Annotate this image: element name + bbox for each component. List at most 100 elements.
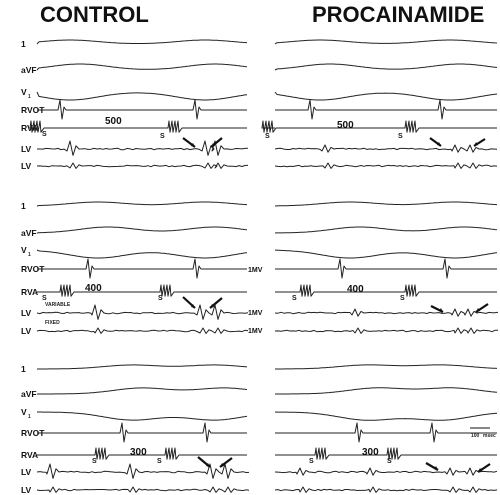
trace-rvot bbox=[37, 99, 247, 120]
stimulus-label-6: S bbox=[292, 295, 297, 302]
trace-lv-1 bbox=[274, 467, 498, 476]
cycle-length-500-control: 500 bbox=[105, 116, 122, 127]
lead-label-v1-subscript: 1 bbox=[28, 252, 31, 258]
trace-lv-1 bbox=[274, 144, 498, 153]
trace-v1 bbox=[36, 249, 248, 259]
lead-label-rvot: RVOT bbox=[21, 264, 45, 274]
trace-avf bbox=[275, 387, 498, 395]
lead-label-avf: aVF bbox=[21, 65, 37, 75]
trace-lv-2 bbox=[274, 486, 498, 493]
note-fixed: FIXED bbox=[45, 320, 60, 326]
trace-lead-i bbox=[274, 39, 498, 45]
trace-rvot bbox=[275, 422, 497, 443]
lead-label-avf: aVF bbox=[21, 389, 37, 399]
trace-lv-1 bbox=[36, 304, 249, 320]
trace-rva bbox=[275, 284, 497, 297]
stimulus-label-3: S bbox=[398, 133, 403, 140]
trace-lead-i bbox=[36, 201, 248, 207]
stimulus-label-4: S bbox=[42, 295, 47, 302]
trace-v1 bbox=[274, 249, 498, 259]
lead-label-lv1: LV bbox=[21, 467, 32, 477]
trace-lv-2 bbox=[36, 486, 250, 493]
lead-label-i: 1 bbox=[21, 364, 26, 374]
stimulus-label-10: S bbox=[309, 458, 314, 465]
activation-arrowhead-8 bbox=[206, 463, 210, 467]
cycle-length-400-control: 400 bbox=[85, 283, 102, 294]
lead-label-lv2: LV bbox=[21, 161, 32, 171]
lead-label-rvot: RVOT bbox=[21, 428, 45, 438]
stimulus-label-2: S bbox=[265, 133, 270, 140]
trace-lv-2 bbox=[36, 162, 249, 169]
cycle-length-500-procainamide: 500 bbox=[337, 120, 354, 131]
activation-arrowhead-7 bbox=[476, 308, 480, 312]
scale-bar-value: 100 bbox=[471, 433, 480, 439]
trace-rva bbox=[275, 447, 497, 460]
trace-lv-1 bbox=[36, 463, 250, 479]
trace-avf bbox=[37, 387, 248, 395]
trace-rvot bbox=[37, 258, 247, 279]
trace-rva bbox=[37, 447, 247, 460]
trace-avf bbox=[36, 226, 248, 234]
lead-label-i: 1 bbox=[21, 39, 26, 49]
lead-label-v1-subscript: 1 bbox=[28, 414, 31, 420]
activation-arrowhead-6 bbox=[439, 308, 443, 312]
trace-lv-1 bbox=[37, 140, 249, 156]
title-control: CONTROL bbox=[40, 2, 149, 27]
lead-label-v1: V bbox=[21, 87, 27, 97]
lead-label-avf: aVF bbox=[21, 228, 37, 238]
activation-arrowhead-10 bbox=[434, 466, 438, 470]
trace-v1 bbox=[37, 411, 248, 421]
lead-label-rva: RVA bbox=[21, 287, 38, 297]
lead-label-v1: V bbox=[21, 245, 27, 255]
scale-bar-unit: msec bbox=[483, 433, 496, 439]
activation-arrowhead-5 bbox=[210, 304, 214, 308]
cycle-length-300-control: 300 bbox=[130, 447, 147, 458]
lead-label-rva: RVA bbox=[21, 450, 38, 460]
trace-rvot bbox=[275, 258, 497, 279]
stimulus-label-0: S bbox=[42, 131, 47, 138]
trace-lv-2 bbox=[274, 162, 498, 169]
trace-rva bbox=[261, 120, 497, 133]
lead-label-lv2: LV bbox=[21, 326, 32, 336]
stimulus-label-5: S bbox=[158, 295, 163, 302]
lead-label-lv2: LV bbox=[21, 485, 32, 495]
calibration-lv-1: 1MV bbox=[248, 310, 263, 317]
annotations: 500 500 400 400 300 300 S S S S S S S S S S S S 1MV 1MV 1MV V… bbox=[42, 116, 496, 473]
trace-lv-1 bbox=[274, 308, 499, 317]
trace-avf bbox=[274, 63, 498, 71]
trace-rva bbox=[29, 120, 247, 133]
lead-label-v1-subscript: 1 bbox=[28, 94, 31, 100]
lead-label-v1: V bbox=[21, 407, 27, 417]
cycle-length-300-procainamide: 300 bbox=[362, 447, 379, 458]
activation-arrowhead-9 bbox=[220, 463, 224, 467]
trace-avf bbox=[274, 226, 498, 234]
trace-lead-i bbox=[36, 39, 248, 45]
calibration-lv-2: 1MV bbox=[248, 328, 263, 335]
activation-arrowhead-1 bbox=[211, 143, 215, 147]
trace-avf bbox=[36, 63, 248, 71]
stimulus-label-1: S bbox=[160, 133, 165, 140]
stimulus-label-11: S bbox=[387, 458, 392, 465]
trace-lead-i bbox=[275, 364, 498, 370]
trace-rva bbox=[37, 284, 247, 297]
trace-v1 bbox=[274, 411, 498, 421]
trace-rvot bbox=[275, 99, 497, 120]
tracings bbox=[29, 39, 499, 493]
lead-label-rvot: RVOT bbox=[21, 105, 45, 115]
note-variable: VARIABLE bbox=[45, 302, 71, 308]
lead-label-i: 1 bbox=[21, 201, 26, 211]
stimulus-label-8: S bbox=[92, 458, 97, 465]
trace-lv-2 bbox=[36, 327, 249, 334]
trace-v1 bbox=[36, 91, 248, 101]
trace-rvot bbox=[37, 422, 247, 443]
activation-arrowhead-3 bbox=[474, 142, 478, 146]
trace-lead-i bbox=[274, 201, 498, 207]
activation-arrowhead-2 bbox=[437, 142, 441, 146]
lead-label-lv1: LV bbox=[21, 144, 32, 154]
activation-arrowhead-0 bbox=[191, 143, 195, 147]
stimulus-label-9: S bbox=[157, 458, 162, 465]
title-procainamide: PROCAINAMIDE bbox=[312, 2, 484, 27]
lead-label-lv1: LV bbox=[21, 308, 32, 318]
